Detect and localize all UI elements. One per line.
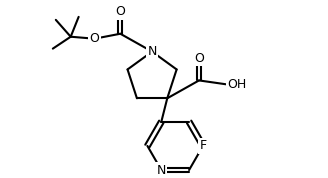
Text: O: O (194, 52, 204, 65)
Text: N: N (147, 45, 157, 58)
Text: F: F (199, 139, 207, 152)
Text: OH: OH (227, 78, 246, 91)
Text: O: O (115, 5, 125, 18)
Text: N: N (156, 164, 166, 177)
Text: O: O (90, 32, 99, 45)
